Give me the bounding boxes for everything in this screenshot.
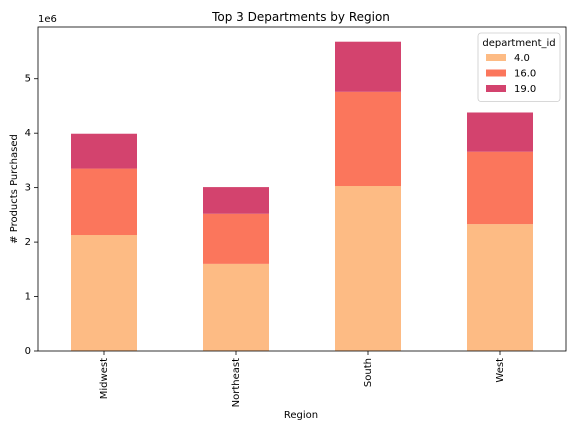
x-tick-label: Northeast — [231, 358, 242, 407]
legend: department_id 4.0 16.0 19.0 — [477, 32, 561, 102]
bar-midwest-series-2 — [71, 133, 137, 169]
bar-west-series-1 — [467, 151, 533, 225]
y-tick-label: 0 — [25, 346, 31, 357]
plot-frame — [37, 26, 567, 352]
bar-midwest-series-1 — [71, 168, 137, 236]
bar-west-series-0 — [467, 224, 533, 351]
bar-south-series-1 — [335, 91, 401, 187]
y-tick-label: 5 — [25, 74, 31, 85]
x-tick-label: Midwest — [99, 358, 110, 399]
bar-northeast-series-1 — [203, 213, 269, 264]
x-tick-label: South — [363, 358, 374, 387]
y-tick-label: 2 — [25, 237, 31, 248]
y-tick-label: 4 — [25, 128, 31, 139]
chart-title: Top 3 Departments by Region — [211, 10, 390, 24]
x-tick-label: West — [495, 358, 506, 383]
legend-label: 4.0 — [514, 53, 530, 64]
bar-west-series-2 — [467, 112, 533, 152]
bar-south-series-0 — [335, 186, 401, 351]
legend-box — [477, 32, 561, 102]
legend-swatch — [486, 54, 506, 61]
legend-swatch — [486, 69, 506, 77]
legend-title: department_id — [482, 38, 555, 49]
legend-label: 16.0 — [514, 69, 536, 80]
bar-midwest-series-0 — [71, 235, 137, 351]
y-tick-label: 1 — [25, 292, 31, 303]
legend-swatch — [486, 85, 506, 92]
y-tick-label: 3 — [25, 183, 31, 194]
bar-northeast-series-0 — [203, 263, 269, 351]
y-axis-offset-label: 1e6 — [38, 14, 57, 25]
legend-label: 19.0 — [514, 84, 536, 95]
axes-layer: Midwest Northeast South West 0 1 2 3 4 5 — [25, 26, 567, 407]
bar-northeast-series-2 — [203, 187, 269, 214]
bars-layer — [71, 41, 533, 351]
x-axis-label: Region — [284, 410, 318, 421]
bar-south-series-2 — [335, 41, 401, 92]
y-axis-label: # Products Purchased — [9, 134, 20, 244]
